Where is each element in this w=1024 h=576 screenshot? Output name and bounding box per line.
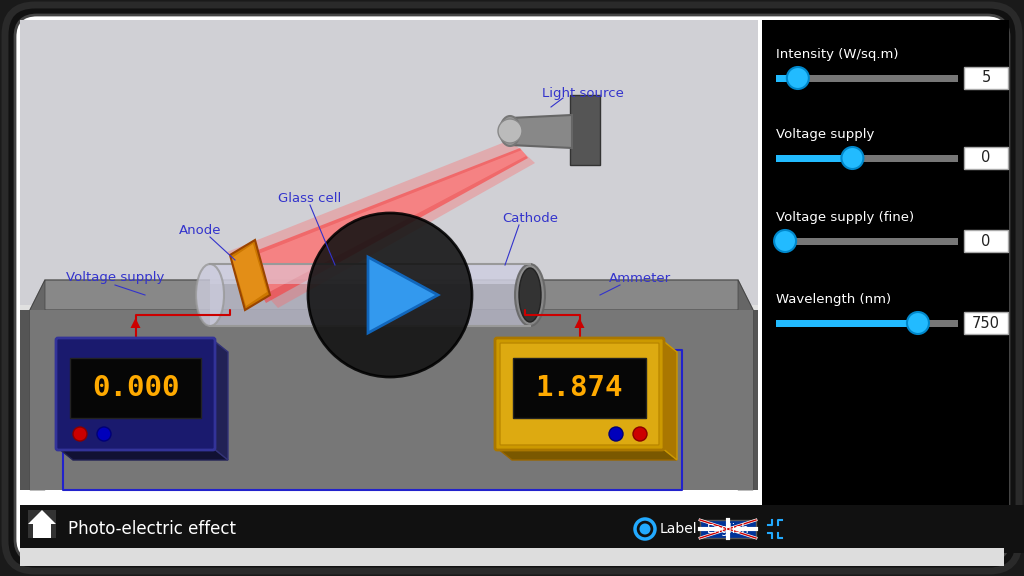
Polygon shape [130,318,140,328]
Text: Intensity (W/sq.m): Intensity (W/sq.m) [776,48,898,61]
Polygon shape [30,310,753,490]
FancyBboxPatch shape [500,343,659,445]
Polygon shape [213,340,228,460]
Bar [20,548,1004,566]
Text: Label: Label [660,522,697,536]
Text: Voltage supply (fine): Voltage supply (fine) [776,211,914,224]
Circle shape [633,427,647,441]
Text: 750: 750 [972,316,1000,331]
Polygon shape [240,148,528,303]
Bar [776,75,798,82]
Bar [513,358,646,418]
Bar [28,510,56,538]
Polygon shape [58,448,228,460]
Circle shape [774,230,796,252]
Bar [210,264,530,326]
Bar [776,155,852,162]
Text: 0.000: 0.000 [92,374,179,402]
Polygon shape [30,280,45,490]
Text: Glass cell: Glass cell [279,191,342,204]
Text: Wavelength (nm): Wavelength (nm) [776,293,891,306]
Bar [33,524,51,538]
Bar [762,20,1009,540]
Polygon shape [510,115,572,148]
Polygon shape [227,140,535,308]
Circle shape [308,213,472,377]
FancyBboxPatch shape [495,338,664,450]
Polygon shape [662,340,677,460]
Text: English: English [707,522,750,536]
Ellipse shape [519,268,541,322]
Bar [700,520,756,538]
Text: Cathode: Cathode [502,211,558,225]
Ellipse shape [196,264,224,326]
Bar [210,264,530,284]
Polygon shape [230,240,270,310]
Polygon shape [574,318,585,328]
Circle shape [842,147,863,169]
FancyBboxPatch shape [964,67,1008,89]
Bar [776,75,958,82]
Polygon shape [20,310,758,490]
Circle shape [907,312,929,334]
Bar [776,238,958,245]
Text: Ammeter: Ammeter [609,271,671,285]
Polygon shape [497,448,677,460]
Polygon shape [232,244,267,306]
Text: Light source: Light source [542,86,624,100]
Text: Anode: Anode [179,223,221,237]
Polygon shape [30,280,753,310]
Circle shape [97,427,111,441]
FancyBboxPatch shape [56,338,215,450]
Bar [20,20,758,305]
FancyBboxPatch shape [964,312,1008,334]
Polygon shape [738,280,753,490]
Bar [20,505,1004,555]
Polygon shape [28,510,56,524]
FancyBboxPatch shape [5,5,1019,571]
FancyBboxPatch shape [964,147,1008,169]
Bar [70,358,201,418]
Text: 0: 0 [981,233,990,248]
Ellipse shape [500,116,520,146]
Bar [20,20,758,310]
Polygon shape [243,150,526,298]
Circle shape [609,427,623,441]
Circle shape [73,427,87,441]
Circle shape [786,67,809,89]
Bar [20,505,1024,553]
FancyBboxPatch shape [964,230,1008,252]
Bar [776,155,958,162]
Bar [776,238,785,245]
Text: 0: 0 [981,150,990,165]
FancyBboxPatch shape [15,15,1009,561]
Bar [776,320,958,327]
Bar [776,320,918,327]
Circle shape [498,119,522,143]
Circle shape [640,524,650,535]
Polygon shape [368,257,438,333]
Text: 5: 5 [981,70,990,85]
Text: Photo-electric effect: Photo-electric effect [68,520,236,538]
Text: 1.874: 1.874 [536,374,624,402]
Polygon shape [570,95,600,165]
Text: Voltage supply: Voltage supply [66,271,164,285]
Ellipse shape [515,264,545,326]
Text: Voltage supply: Voltage supply [776,128,874,141]
